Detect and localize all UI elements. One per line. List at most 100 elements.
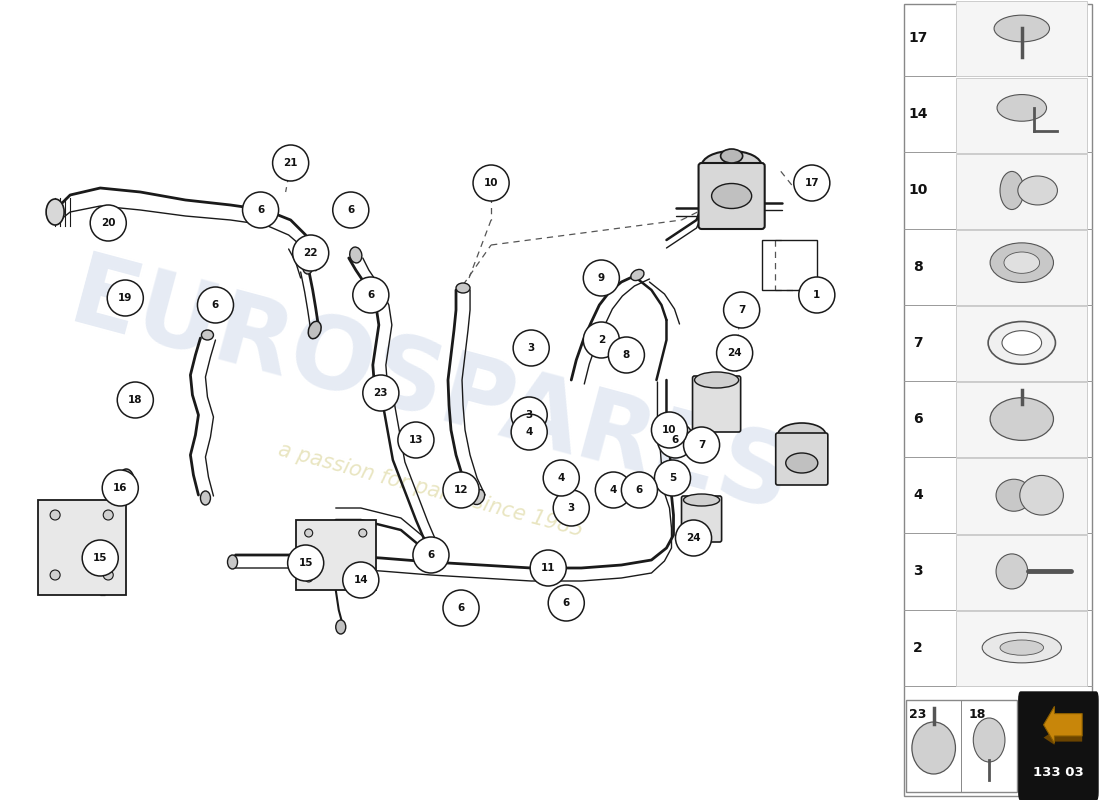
Ellipse shape: [119, 469, 134, 495]
Circle shape: [583, 260, 619, 296]
Text: 5: 5: [669, 473, 676, 483]
Text: 6: 6: [427, 550, 434, 560]
Text: 12: 12: [454, 485, 469, 495]
Ellipse shape: [997, 94, 1046, 122]
Text: 4: 4: [913, 488, 923, 502]
Ellipse shape: [785, 453, 817, 473]
FancyBboxPatch shape: [957, 230, 1087, 305]
Circle shape: [107, 280, 143, 316]
Text: 7: 7: [697, 440, 705, 450]
Text: 1: 1: [813, 290, 821, 300]
Text: a passion for parts since 1985: a passion for parts since 1985: [276, 439, 585, 541]
Text: 3: 3: [528, 343, 535, 353]
Text: 16: 16: [113, 483, 128, 493]
Circle shape: [343, 562, 378, 598]
Ellipse shape: [702, 151, 761, 181]
Ellipse shape: [694, 372, 738, 388]
Ellipse shape: [1018, 176, 1057, 205]
Circle shape: [658, 422, 693, 458]
Ellipse shape: [982, 632, 1062, 663]
Circle shape: [197, 287, 233, 323]
Ellipse shape: [46, 199, 64, 225]
Text: 4: 4: [609, 485, 617, 495]
Text: 14: 14: [353, 575, 369, 585]
Text: 10: 10: [909, 183, 927, 198]
FancyBboxPatch shape: [957, 611, 1087, 686]
Text: EUROSPARES: EUROSPARES: [60, 247, 802, 533]
Ellipse shape: [997, 479, 1032, 511]
FancyBboxPatch shape: [693, 376, 740, 432]
Circle shape: [654, 460, 691, 496]
Text: 2: 2: [597, 335, 605, 345]
FancyBboxPatch shape: [1019, 692, 1098, 800]
Circle shape: [363, 375, 399, 411]
Ellipse shape: [200, 491, 210, 505]
Circle shape: [359, 574, 366, 582]
Ellipse shape: [683, 494, 719, 506]
Circle shape: [412, 537, 449, 573]
Text: 4: 4: [526, 427, 532, 437]
Text: 3: 3: [913, 565, 923, 578]
Text: 17: 17: [909, 31, 927, 45]
Text: 15: 15: [94, 553, 108, 563]
Ellipse shape: [308, 322, 321, 338]
Circle shape: [553, 490, 590, 526]
Circle shape: [51, 510, 60, 520]
Text: 18: 18: [128, 395, 143, 405]
FancyBboxPatch shape: [904, 4, 1092, 796]
Circle shape: [103, 510, 113, 520]
Circle shape: [90, 205, 126, 241]
Circle shape: [512, 414, 547, 450]
FancyBboxPatch shape: [776, 433, 828, 485]
Circle shape: [683, 427, 719, 463]
Text: 9: 9: [597, 273, 605, 283]
Circle shape: [118, 382, 153, 418]
FancyArrow shape: [1044, 730, 1082, 745]
Ellipse shape: [1000, 171, 1024, 210]
Text: 7: 7: [738, 305, 746, 315]
Circle shape: [583, 322, 619, 358]
Ellipse shape: [228, 555, 238, 569]
FancyBboxPatch shape: [957, 306, 1087, 381]
Text: 17: 17: [804, 178, 820, 188]
Text: 3: 3: [526, 410, 532, 420]
Text: 7: 7: [913, 336, 923, 350]
Text: 14: 14: [909, 107, 927, 122]
FancyBboxPatch shape: [957, 78, 1087, 153]
Text: 2: 2: [913, 641, 923, 654]
Ellipse shape: [630, 270, 644, 281]
Text: 6: 6: [348, 205, 354, 215]
Circle shape: [51, 570, 60, 580]
Circle shape: [443, 472, 480, 508]
Text: 8: 8: [623, 350, 630, 360]
Circle shape: [621, 472, 658, 508]
Text: 11: 11: [541, 563, 556, 573]
Text: 24: 24: [727, 348, 741, 358]
Circle shape: [794, 165, 829, 201]
Circle shape: [512, 397, 547, 433]
Text: 21: 21: [284, 158, 298, 168]
Ellipse shape: [720, 149, 742, 163]
FancyBboxPatch shape: [698, 163, 764, 229]
Circle shape: [543, 460, 580, 496]
FancyBboxPatch shape: [39, 500, 126, 595]
Text: 18: 18: [969, 708, 986, 721]
Circle shape: [102, 470, 139, 506]
Circle shape: [548, 585, 584, 621]
Ellipse shape: [1004, 252, 1040, 274]
FancyBboxPatch shape: [957, 458, 1087, 534]
Ellipse shape: [990, 398, 1054, 440]
FancyBboxPatch shape: [957, 382, 1087, 458]
Text: 6: 6: [672, 435, 679, 445]
Ellipse shape: [302, 260, 312, 274]
Text: 133 03: 133 03: [1033, 766, 1084, 778]
Ellipse shape: [997, 554, 1027, 589]
Circle shape: [398, 422, 434, 458]
Text: 20: 20: [101, 218, 116, 228]
Text: 23: 23: [910, 708, 926, 721]
Circle shape: [305, 574, 312, 582]
Text: 24: 24: [686, 533, 701, 543]
Circle shape: [443, 590, 480, 626]
Circle shape: [293, 235, 329, 271]
FancyBboxPatch shape: [957, 154, 1087, 229]
